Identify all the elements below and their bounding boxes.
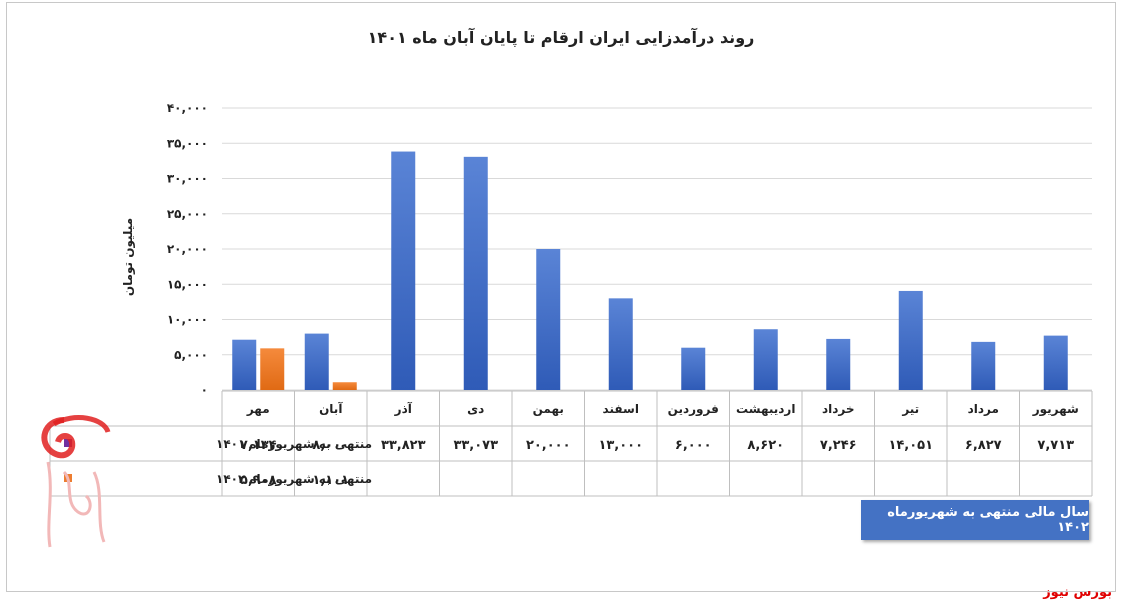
y-tick-label: ۱۰,۰۰۰ [167, 313, 208, 327]
x-category-label: بهمن [533, 402, 564, 416]
x-category-label: مرداد [968, 402, 999, 416]
series-name-label: منتهی به شهریورماه ۱۴۰۲ [216, 472, 372, 487]
x-category-label: آبان [319, 401, 343, 416]
chart-frame [6, 2, 1116, 592]
data-label: ۱,۱۰۱ [312, 473, 349, 488]
x-category-label: اردیبهشت [736, 402, 795, 416]
fiscal-year-button[interactable]: سال مالی منتهی به شهریورماه ۱۴۰۲ [861, 500, 1089, 540]
y-axis-ticks: ۰ ۵,۰۰۰ ۱۰,۰۰۰ ۱۵,۰۰۰ ۲۰,۰۰۰ ۲۵,۰۰۰ ۳۰,۰۰۰ ۳۵,۰… [167, 101, 208, 397]
x-category-label: دی [467, 402, 484, 416]
data-label: ۸,۶۲۰ [747, 438, 784, 453]
bar-series1 [971, 341, 996, 390]
y-tick-label: ۲۵,۰۰۰ [167, 207, 208, 221]
data-label: ۱۳,۰۰۰ [598, 438, 643, 453]
bar-series1 [391, 151, 416, 390]
y-tick-label: ۰ [201, 383, 208, 397]
y-tick-label: ۱۵,۰۰۰ [167, 277, 208, 291]
bars [232, 151, 1068, 390]
y-tick-label: ۵,۰۰۰ [174, 348, 208, 362]
data-label: ۵,۹۰۸ [240, 473, 277, 488]
x-category-label: تیر [901, 402, 919, 416]
x-category-label: خرداد [822, 402, 855, 416]
bar-series1 [753, 329, 778, 390]
x-category-label: فروردین [668, 402, 719, 417]
y-tick-label: ۳۵,۰۰۰ [167, 136, 208, 150]
x-category-label: شهریور [1032, 402, 1079, 417]
x-category-label: مهر [246, 402, 270, 416]
data-label: ۶,۰۰۰ [675, 438, 712, 453]
bar-series1 [608, 298, 633, 390]
bar-series1 [681, 347, 706, 390]
bar-series1 [1043, 335, 1068, 390]
bar-series1 [898, 290, 923, 390]
y-tick-label: ۴۰,۰۰۰ [167, 101, 208, 115]
watermark-logo [34, 412, 124, 552]
gridlines [222, 107, 1092, 391]
legend-swatch [64, 439, 72, 447]
data-table: مهر آبان آذر دی بهمن اسفند فروردین اردیبهشت خردا… [49, 390, 1093, 497]
bar-series1 [463, 156, 488, 390]
bar-series2 [332, 382, 357, 390]
y-tick-label: ۲۰,۰۰۰ [167, 242, 208, 256]
bar-series2 [260, 348, 285, 390]
data-label: ۷,۱۳۴ [240, 438, 277, 453]
x-category-label: آذر [394, 401, 413, 416]
x-category-label: اسفند [603, 402, 639, 416]
data-label: ۷,۲۴۶ [820, 438, 857, 453]
bar-series1 [232, 339, 257, 390]
data-label: ۳۳,۰۷۳ [453, 438, 498, 453]
chart-title: روند درآمدزایی ایران ارقام تا پایان آبان… [367, 28, 755, 47]
bar-series1 [826, 338, 851, 390]
bar-series1 [536, 249, 561, 390]
data-label: ۷,۷۱۳ [1037, 438, 1074, 453]
bar-series1 [304, 333, 329, 390]
data-label: ۱۴,۰۵۱ [888, 438, 933, 453]
data-label: ۶,۸۲۷ [965, 438, 1002, 453]
data-label: ۲۰,۰۰۰ [526, 438, 571, 453]
series-name-label: منتهی به شهریورماه ۱۴۰۱ [216, 437, 372, 452]
data-label: ۸,۰۰۰ [312, 438, 349, 453]
data-label: ۳۳,۸۲۳ [381, 438, 426, 453]
source-label: بورس نیوز [1043, 585, 1112, 600]
y-tick-label: ۳۰,۰۰۰ [167, 172, 208, 186]
